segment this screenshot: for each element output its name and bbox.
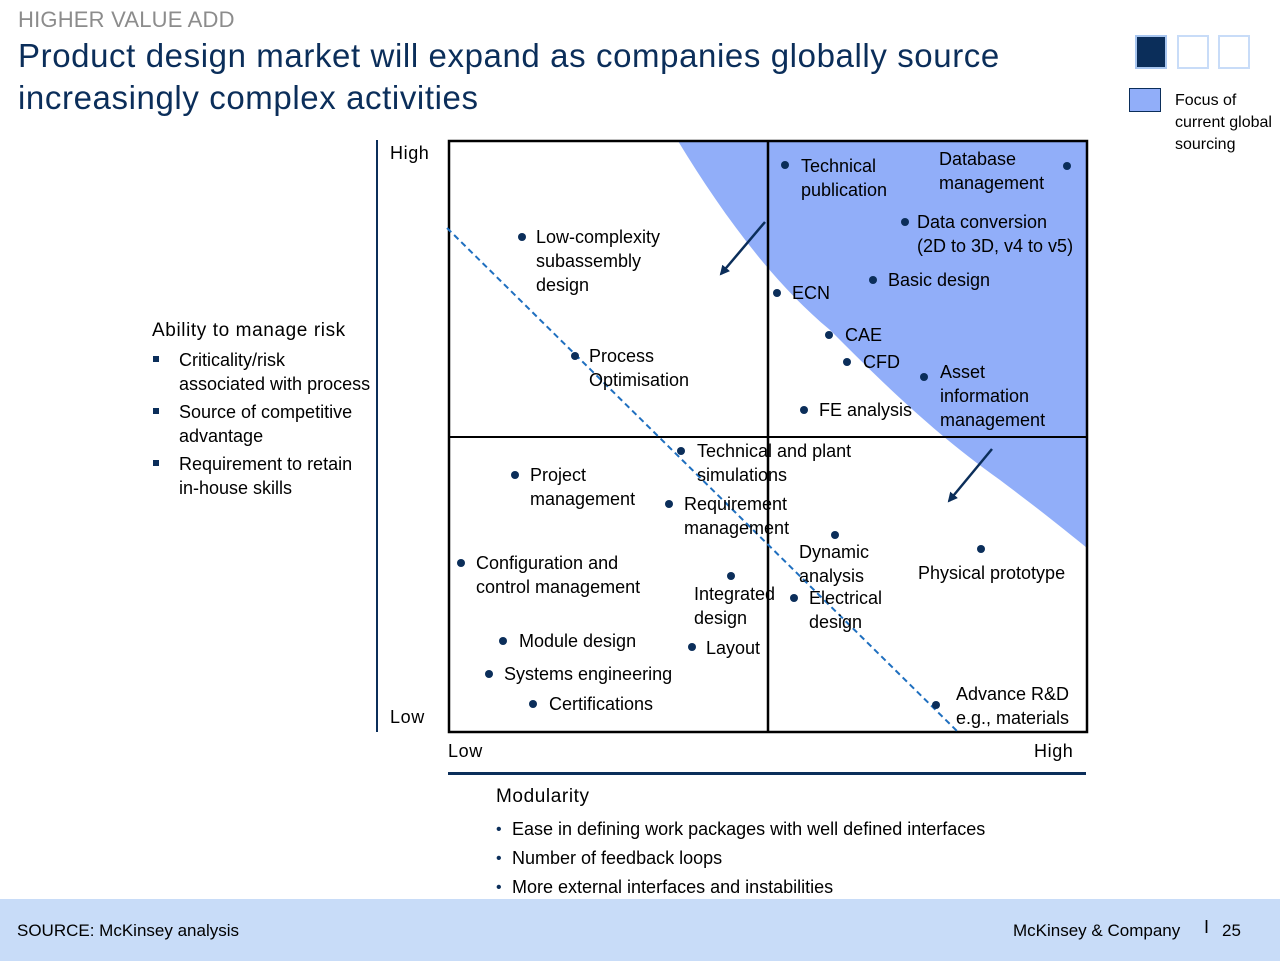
item-electrical-design: Electrical design [809, 588, 883, 632]
item-dot [677, 447, 685, 455]
y-axis-high-label: High [390, 143, 430, 163]
item-module-design: Module design [519, 631, 637, 651]
item-dot [831, 531, 839, 539]
item-advance-rnd: Advance R&D e.g., materials [956, 684, 1070, 728]
x-axis-low-label: Low [448, 741, 483, 761]
item-database-management: Database management [939, 149, 1045, 193]
tracker-square-2 [1177, 35, 1209, 69]
item-markers [457, 161, 1071, 709]
x-axis-bullet: Number of feedback loops [496, 844, 1116, 873]
page-number: 25 [1222, 921, 1241, 940]
item-cfd: CFD [863, 352, 900, 372]
page-title: Product design market will expand as com… [18, 37, 1000, 116]
source-note: SOURCE: McKinsey analysis [17, 921, 240, 940]
x-axis-line [448, 772, 1086, 775]
x-axis-bullet: Ease in defining work packages with well… [496, 815, 1116, 844]
lower-arrow [947, 448, 993, 503]
footer-separator: I [1204, 917, 1210, 937]
item-integrated-design: Integrated design [694, 584, 776, 628]
item-dot [1063, 162, 1071, 170]
item-process-optimisation: Process Optimisation [589, 346, 690, 390]
item-dot [869, 276, 877, 284]
x-axis-bullets: Ease in defining work packages with well… [496, 815, 1116, 902]
item-dot [485, 670, 493, 678]
item-certifications: Certifications [549, 694, 654, 714]
legend-swatch [1129, 88, 1161, 112]
item-dot [665, 500, 673, 508]
item-low-complexity-subassembly: Low-complexity subassembly design [536, 227, 661, 295]
focus-area-region [678, 141, 1087, 548]
upper-arrow [719, 221, 766, 276]
item-dot [901, 218, 909, 226]
item-dot [457, 559, 465, 567]
item-dot [977, 545, 985, 553]
y-axis-bullet: Source of competitive advantage [152, 400, 372, 448]
item-dot [920, 373, 928, 381]
item-dot [932, 701, 940, 709]
item-dot [790, 594, 798, 602]
item-dot [843, 358, 851, 366]
item-dot [800, 406, 808, 414]
section-kicker: HIGHER VALUE ADD [18, 7, 235, 32]
item-technical-publication: Technical publication [801, 156, 888, 200]
y-axis-line [376, 140, 378, 732]
y-axis-bullet: Requirement to retain in-house skills [152, 452, 372, 500]
item-ecn: ECN [792, 283, 831, 303]
y-axis-title: Ability to manage risk [152, 320, 346, 341]
item-dot [825, 331, 833, 339]
item-systems-engineering: Systems engineering [504, 664, 673, 684]
item-dot [781, 161, 789, 169]
item-dot [688, 643, 696, 651]
item-layout: Layout [706, 638, 761, 658]
x-axis-high-label: High [1034, 741, 1074, 761]
legend-label: Focus of current global sourcing [1175, 92, 1272, 153]
y-axis-bullets: Criticality/risk associated with process… [152, 348, 372, 504]
item-dot [773, 289, 781, 297]
item-dot [727, 572, 735, 580]
tracker-square-3 [1218, 35, 1250, 69]
x-axis-title: Modularity [496, 786, 590, 807]
item-dot [518, 233, 526, 241]
item-data-conversion: Data conversion (2D to 3D, v4 to v5) [917, 212, 1074, 256]
x-axis-bullet: More external interfaces and instabiliti… [496, 873, 1116, 902]
item-dot [511, 471, 519, 479]
y-axis-bullet: Criticality/risk associated with process [152, 348, 372, 396]
y-axis-low-label: Low [390, 707, 425, 727]
item-technical-plant-simulations: Technical and plant simulations [697, 441, 852, 485]
item-basic-design: Basic design [888, 270, 991, 290]
brand-name: McKinsey & Company [1013, 921, 1181, 940]
item-cae: CAE [845, 325, 883, 345]
item-asset-information-management: Asset information management [940, 362, 1046, 430]
item-dynamic-analysis: Dynamic analysis [799, 542, 870, 586]
item-project-management: Project management [530, 465, 636, 509]
footer-bar [0, 899, 1280, 961]
item-dot [571, 352, 579, 360]
item-requirement-management: Requirement management [684, 494, 790, 538]
item-dot [499, 637, 507, 645]
item-dot [529, 700, 537, 708]
tracker-square-1 [1135, 35, 1167, 69]
item-physical-prototype: Physical prototype [918, 563, 1066, 583]
item-fe-analysis: FE analysis [819, 400, 913, 420]
item-configuration-control-management: Configuration and control management [476, 553, 641, 597]
